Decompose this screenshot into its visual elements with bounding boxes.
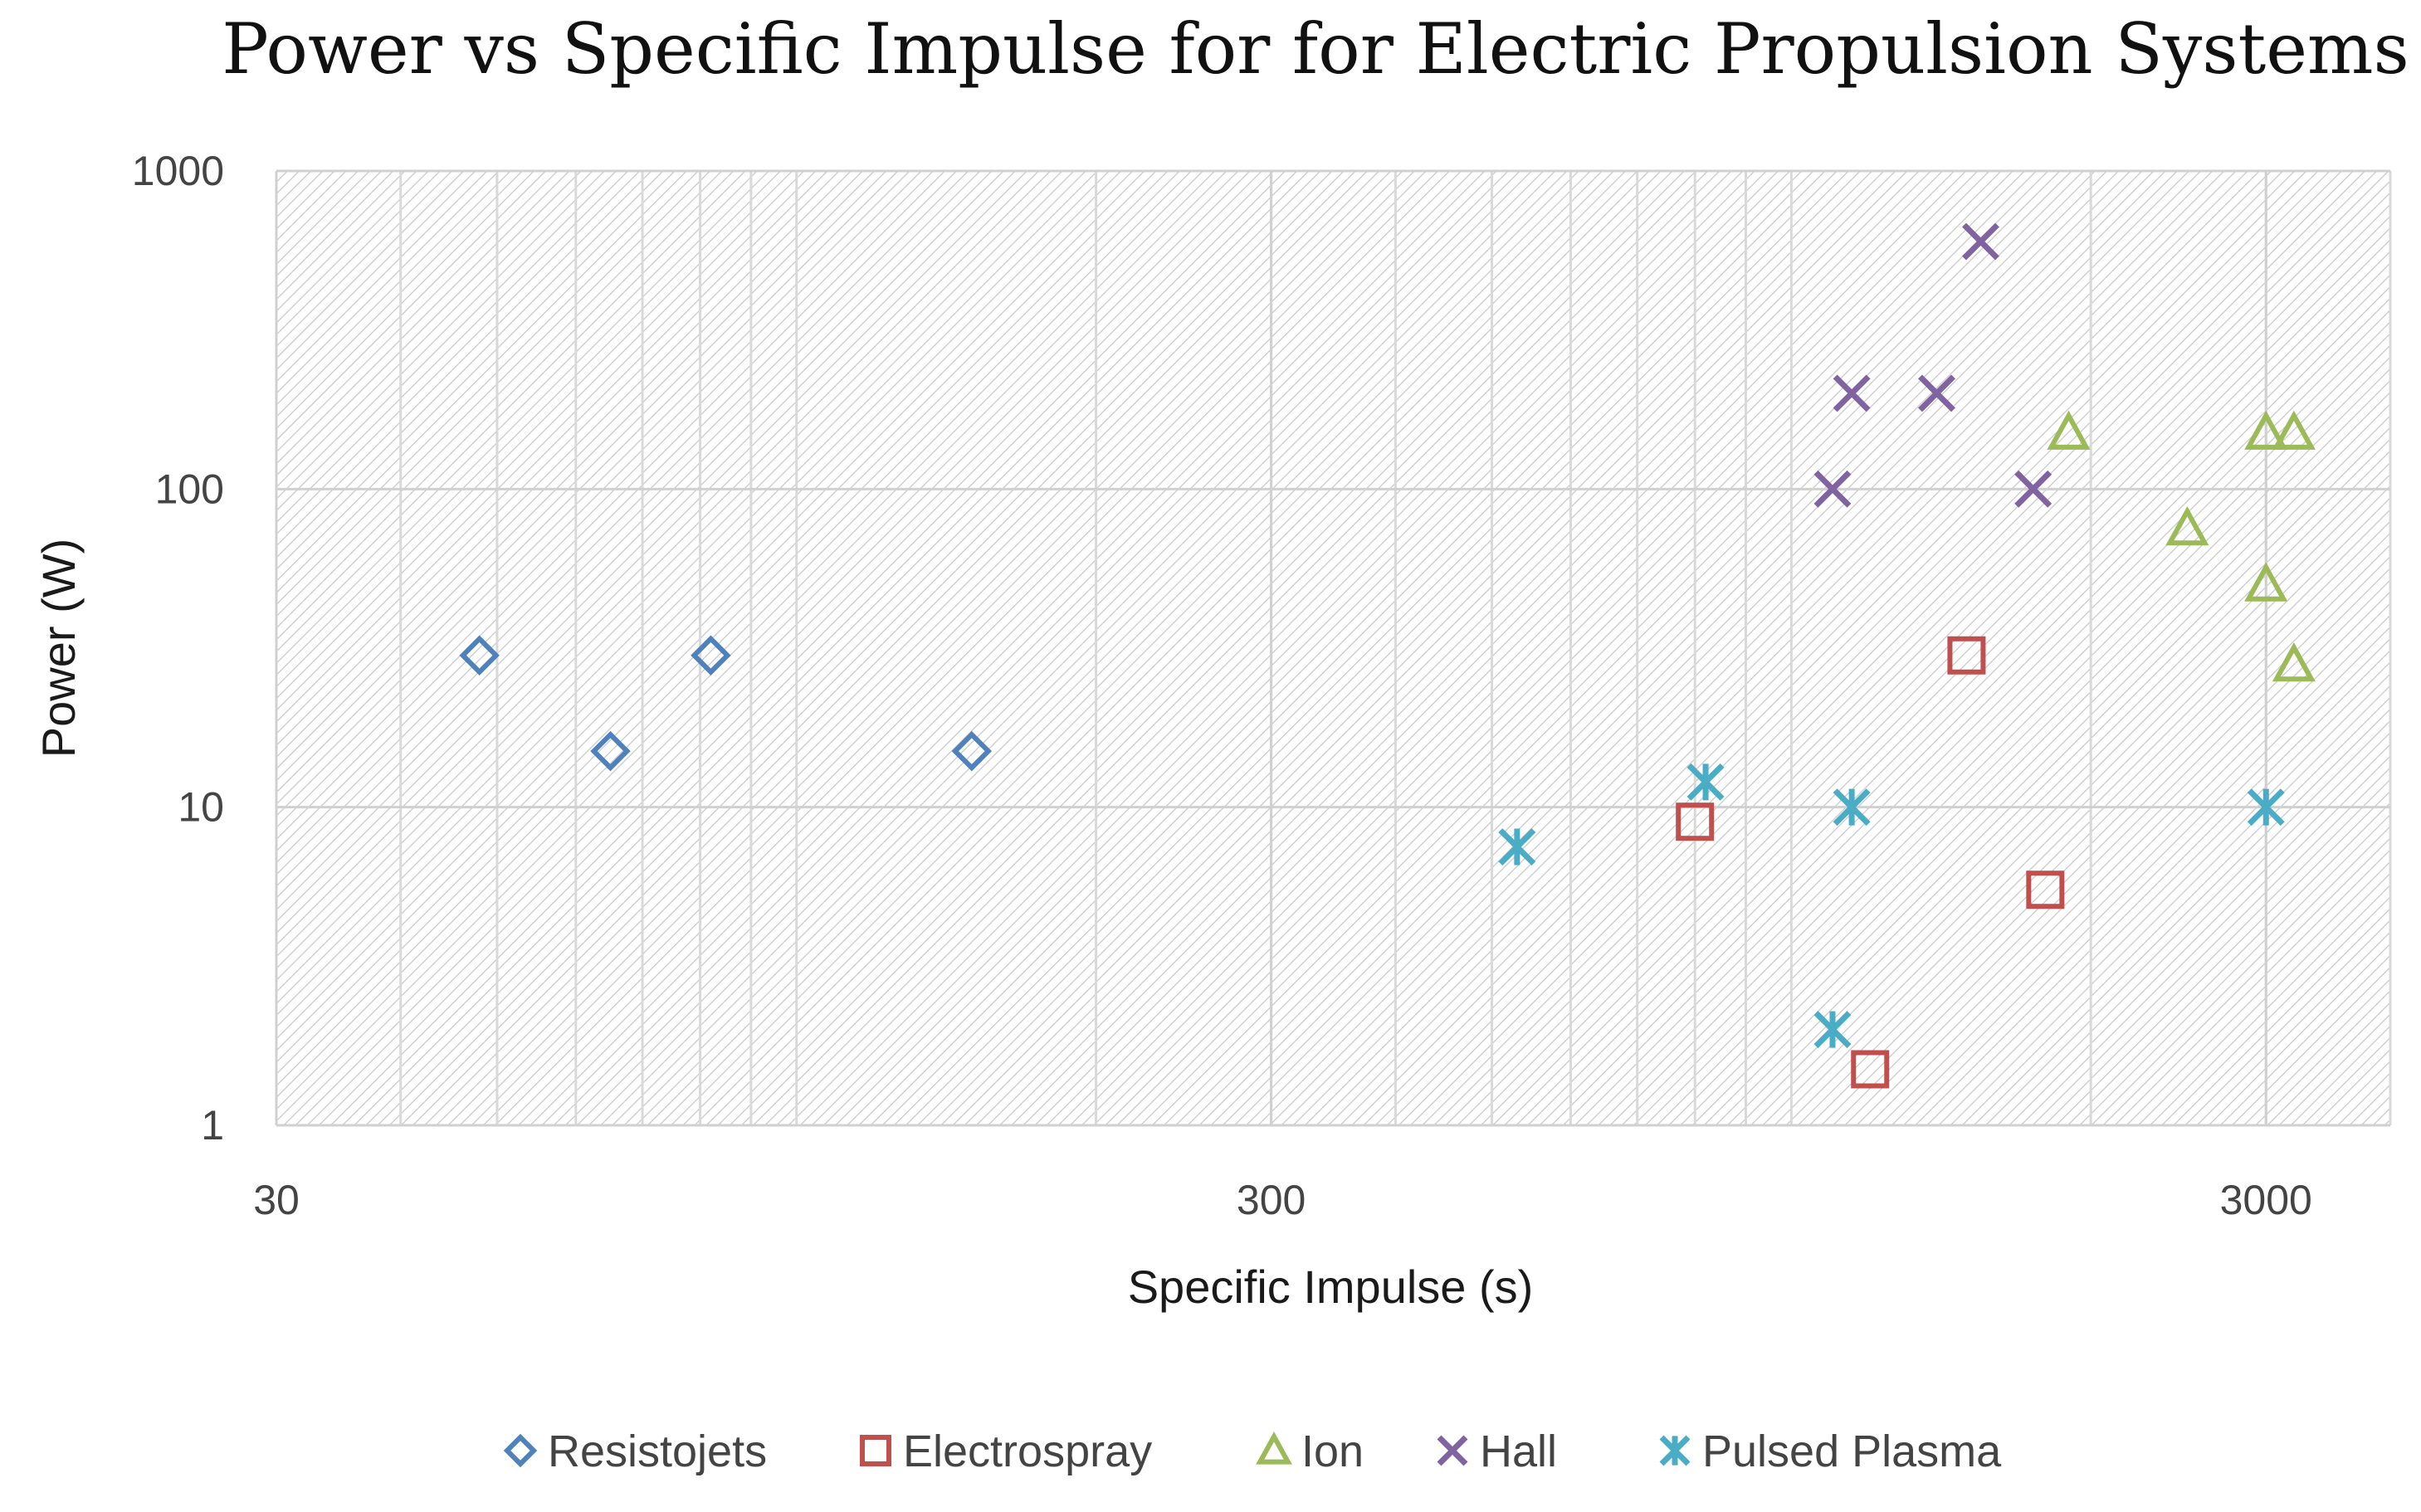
x-axis-ticks: 30 300 3000	[253, 1177, 2312, 1223]
x-tick-label: 300	[1237, 1177, 1306, 1223]
legend-marker	[1659, 1435, 1691, 1466]
data-point	[1676, 802, 1715, 841]
x-tick-label: 3000	[2220, 1177, 2312, 1223]
legend-item: Resistojets	[503, 1427, 767, 1476]
plot-area	[276, 171, 2390, 1125]
data-point	[2247, 788, 2285, 827]
data-point	[2026, 871, 2065, 910]
data-point	[1686, 763, 1725, 801]
series-ion	[2047, 410, 2316, 682]
y-tick-label: 1000	[132, 148, 224, 194]
legend-item: Ion	[1256, 1427, 1364, 1476]
data-point	[1498, 828, 1536, 866]
x-axis-label: Specific Impulse (s)	[1128, 1261, 1534, 1313]
legend-item: Pulsed Plasma	[1659, 1427, 2002, 1476]
data-point	[2272, 642, 2316, 682]
legend-marker	[1256, 1431, 1292, 1465]
legend-label: Electrospray	[903, 1427, 1152, 1476]
data-point	[1833, 788, 1871, 827]
series-resistojets	[459, 635, 993, 772]
data-point	[459, 635, 500, 676]
data-point	[1851, 1050, 1890, 1089]
data-point	[2047, 410, 2091, 450]
legend-item: Electrospray	[860, 1427, 1152, 1476]
data-point	[2244, 562, 2288, 602]
data-point	[590, 730, 631, 772]
data-point	[1918, 374, 1955, 412]
chart-title: Power vs Specific Impulse for for Electr…	[222, 8, 2409, 90]
data-point	[2014, 470, 2052, 508]
data-point	[2244, 410, 2288, 450]
data-point	[1813, 1011, 1852, 1049]
legend-label: Ion	[1301, 1427, 1364, 1476]
legend-marker	[860, 1435, 891, 1466]
series-pulsed-plasma	[1498, 763, 2285, 1049]
x-tick-label: 30	[253, 1177, 300, 1223]
data-point	[691, 635, 731, 676]
legend-label: Resistojets	[548, 1427, 767, 1476]
legend-item: Hall	[1437, 1427, 1557, 1476]
series-electrospray	[1676, 636, 2065, 1089]
y-tick-label: 100	[155, 466, 224, 512]
grid	[275, 169, 2392, 1127]
data-point	[1813, 470, 1852, 508]
data-point	[2165, 506, 2209, 546]
data-point	[1833, 374, 1871, 412]
data-point	[2272, 410, 2316, 450]
legend-marker	[503, 1433, 538, 1468]
data-points	[459, 222, 2316, 1089]
y-axis-label: Power (W)	[32, 539, 85, 758]
y-tick-label: 1	[201, 1102, 224, 1149]
data-point	[1962, 222, 1999, 261]
legend: Resistojets Electrospray Ion Hall Pulsed Pla…	[503, 1427, 2002, 1476]
series-hall	[1813, 222, 2052, 508]
y-axis-ticks: 1 10 100 1000	[132, 148, 224, 1149]
y-tick-label: 10	[178, 784, 224, 831]
legend-label: Hall	[1480, 1427, 1557, 1476]
legend-label: Pulsed Plasma	[1702, 1427, 2002, 1476]
data-point	[1947, 636, 1986, 675]
legend-marker	[1437, 1435, 1468, 1466]
data-point	[951, 730, 993, 772]
